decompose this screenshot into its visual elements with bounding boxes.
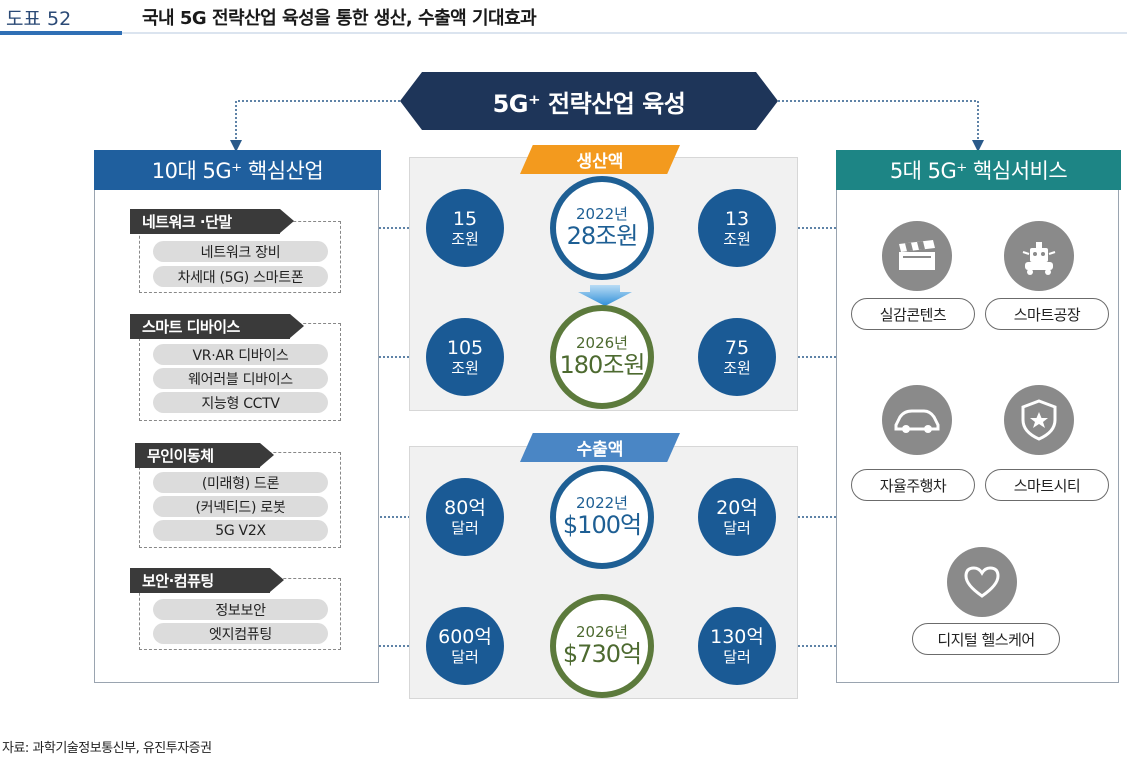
core-services-panel: 5대 5G⁺ 핵심서비스 실감콘텐츠 스마트공장 (836, 150, 1121, 683)
industry-item: 정보보안 (153, 599, 328, 620)
year-label: 2026년 (576, 333, 628, 352)
value-number: 80억 (444, 496, 486, 519)
value-number: 15 (452, 207, 478, 230)
value-unit: 조원 (723, 230, 751, 249)
industry-item: 차세대 (5G) 스마트폰 (153, 266, 328, 287)
amount-label: 180조원 (559, 350, 646, 379)
source-note: 자료: 과학기술정보통신부, 유진투자증권 (2, 741, 212, 756)
value-number: 130억 (710, 625, 764, 648)
core-services-title: 5대 5G⁺ 핵심서비스 (836, 150, 1121, 190)
value-unit: 달러 (723, 519, 751, 538)
year-label: 2022년 (576, 204, 628, 223)
year-label: 2026년 (576, 622, 628, 641)
industry-item: 네트워크 장비 (153, 241, 328, 262)
service-label-autonomous-car: 자율주행차 (851, 469, 975, 501)
value-number: 600억 (438, 625, 492, 648)
production-left-2022: 15 조원 (426, 189, 504, 267)
banner-shape (400, 72, 778, 130)
group-tag-smart-device: 스마트 디바이스 (130, 314, 304, 339)
service-label-smart-city: 스마트시티 (985, 469, 1109, 501)
clapperboard-icon (882, 221, 952, 291)
service-label-smart-factory: 스마트공장 (985, 298, 1109, 330)
value-number: 75 (724, 336, 750, 359)
exports-right-2026: 130억 달러 (698, 607, 776, 685)
value-unit: 달러 (723, 648, 751, 667)
industry-item: 지능형 CCTV (153, 392, 328, 413)
industry-item: (커넥티드) 로봇 (153, 496, 328, 517)
figure-title: 국내 5G 전략산업 육성을 통한 생산, 수출액 기대효과 (142, 8, 537, 29)
group-tag-network: 네트워크 ·단말 (130, 209, 294, 234)
figure-label: 도표 52 (6, 8, 72, 30)
value-unit: 조원 (451, 230, 479, 249)
amount-label: $730억 (562, 639, 642, 668)
production-total-2026: 2026년 180조원 (550, 305, 654, 409)
shield-city-icon (1004, 385, 1074, 455)
header-rule-accent (0, 31, 122, 35)
production-total-2022: 2022년 28조원 (550, 176, 654, 280)
exports-left-2022: 80억 달러 (426, 478, 504, 556)
strategy-banner: 5G⁺ 전략산업 육성 (400, 72, 778, 130)
industry-item: 엣지컴퓨팅 (153, 623, 328, 644)
group-tag-security: 보안·컴퓨팅 (130, 568, 284, 593)
year-label: 2022년 (576, 493, 628, 512)
value-number: 105 (446, 336, 484, 359)
production-right-2026: 75 조원 (698, 318, 776, 396)
value-unit: 조원 (723, 359, 751, 378)
exports-total-2022: 2022년 $100억 (550, 465, 654, 569)
industry-item: 웨어러블 디바이스 (153, 368, 328, 389)
exports-tag: 수출액 (520, 433, 680, 462)
value-number: 13 (724, 207, 750, 230)
heart-icon (947, 547, 1017, 617)
core-industries-panel: 10대 5G⁺ 핵심산업 네트워크 ·단말 네트워크 장비 차세대 (5G) 스… (94, 150, 381, 683)
value-unit: 달러 (451, 519, 479, 538)
production-tag: 생산액 (520, 145, 680, 174)
amount-label: $100억 (562, 510, 642, 539)
exports-right-2022: 20억 달러 (698, 478, 776, 556)
banner-title: 5G⁺ 전략산업 육성 (492, 89, 686, 118)
exports-left-2026: 600억 달러 (426, 607, 504, 685)
service-label-digital-health: 디지털 헬스케어 (912, 623, 1060, 655)
industry-item: 5G V2X (153, 520, 328, 541)
car-icon (882, 385, 952, 455)
industry-item: (미래형) 드론 (153, 472, 328, 493)
production-right-2022: 13 조원 (698, 189, 776, 267)
industry-item: VR·AR 디바이스 (153, 344, 328, 365)
header-rule (0, 32, 1127, 34)
service-label-immersive: 실감콘텐츠 (851, 298, 975, 330)
exports-total-2026: 2026년 $730억 (550, 594, 654, 698)
value-unit: 조원 (451, 359, 479, 378)
value-unit: 달러 (451, 648, 479, 667)
core-industries-title: 10대 5G⁺ 핵심산업 (94, 150, 381, 190)
group-tag-unmanned: 무인이동체 (135, 443, 274, 468)
robot-icon (1004, 221, 1074, 291)
value-number: 20억 (716, 496, 758, 519)
amount-label: 28조원 (566, 221, 639, 250)
production-left-2026: 105 조원 (426, 318, 504, 396)
